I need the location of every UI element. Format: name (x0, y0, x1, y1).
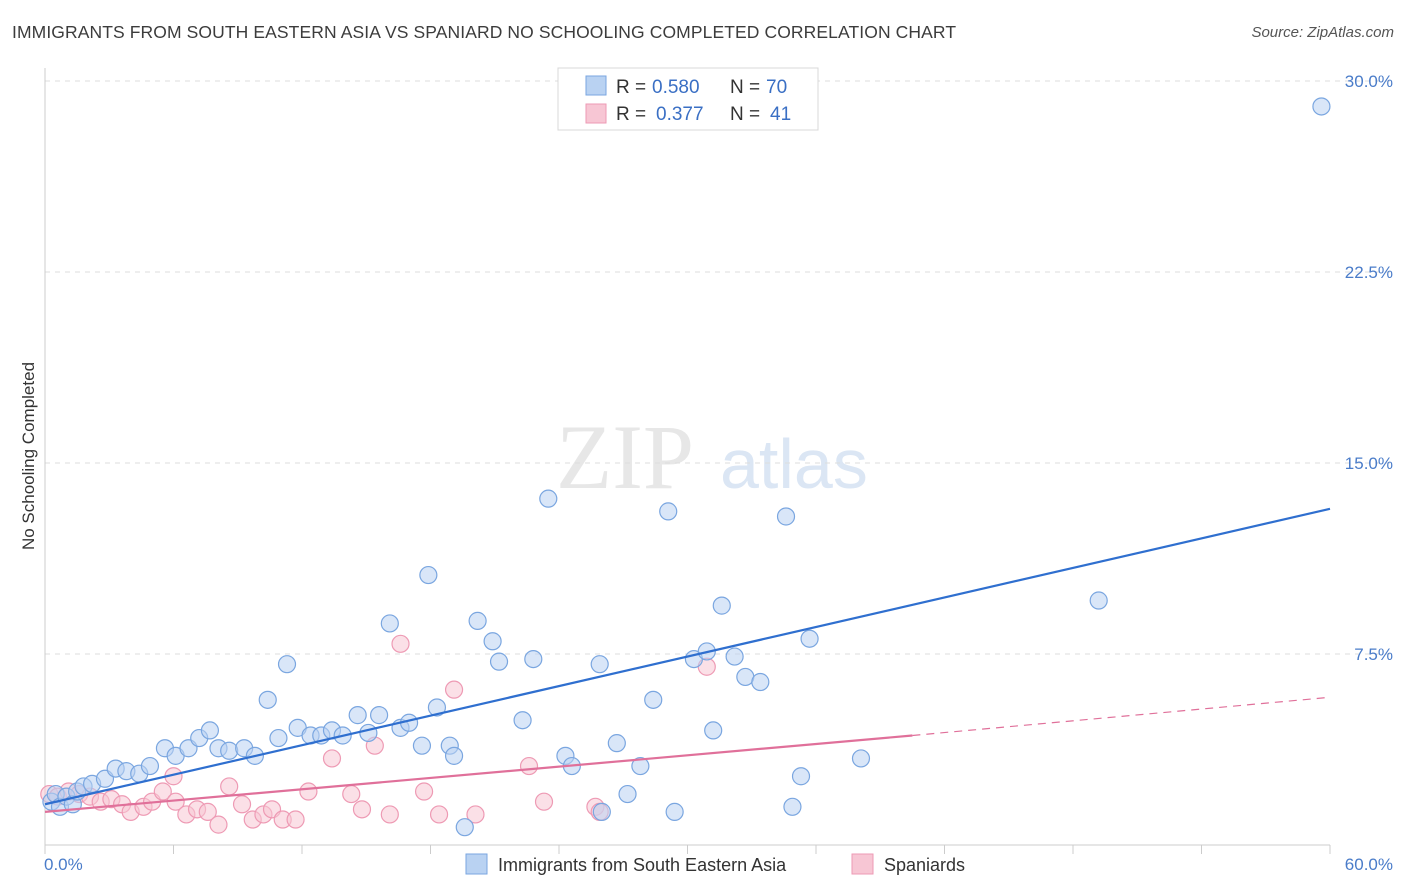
legend-swatch-pink (585, 103, 607, 124)
spaniards-point-26 (322, 749, 342, 768)
legend-n-label-2: N = (730, 104, 760, 125)
immigrants-point-70 (1089, 591, 1108, 610)
legend-n-value-1: 70 (766, 77, 787, 98)
immigrants-point-50 (590, 655, 609, 674)
spaniards-point-30 (380, 805, 399, 824)
immigrants-point-71 (1312, 97, 1331, 116)
immigrants-point-30 (348, 706, 367, 725)
immigrants-point-46 (524, 649, 543, 669)
immigrants-point-62 (725, 647, 744, 666)
immigrants-point-64 (751, 672, 770, 692)
bottom-legend-swatch-pink (851, 853, 874, 875)
y-tick-label-1: 15.0% (1345, 454, 1393, 473)
immigrants-point-36 (412, 736, 432, 755)
immigrants-point-65 (776, 507, 796, 526)
spaniards-point-19 (232, 795, 252, 814)
spaniards-trend-line (44, 734, 913, 813)
immigrants-point-56 (659, 502, 678, 521)
immigrants-point-43 (483, 632, 502, 651)
immigrants-points (42, 97, 1331, 837)
y-tick-labels: 7.5% 15.0% 22.5% 30.0% (1345, 72, 1393, 664)
spaniards-point-24 (286, 810, 305, 829)
immigrants-point-24 (277, 655, 297, 674)
immigrants-point-55 (644, 690, 663, 709)
immigrants-point-51 (592, 802, 611, 821)
chart-title: IMMIGRANTS FROM SOUTH EASTERN ASIA VS SP… (12, 22, 957, 42)
axes (44, 68, 1331, 854)
immigrants-point-67 (791, 767, 811, 786)
spaniards-point-17 (209, 815, 228, 834)
watermark-zip: ZIP (556, 406, 694, 508)
immigrants-point-52 (607, 734, 626, 753)
immigrants-point-41 (455, 818, 474, 837)
immigrants-point-42 (468, 611, 487, 630)
bottom-legend: Immigrants from South Eastern Asia Spani… (465, 853, 965, 875)
immigrants-point-54 (631, 756, 650, 776)
spaniards-point-25 (299, 782, 318, 801)
y-tick-label-3: 30.0% (1345, 72, 1393, 91)
legend: R = 0.580 N = 70 R = 0.377 N = 41 (557, 67, 819, 131)
immigrants-point-68 (800, 629, 819, 648)
immigrants-point-37 (419, 565, 438, 585)
spaniards-point-34 (444, 680, 464, 699)
immigrants-point-45 (513, 711, 532, 730)
bottom-legend-swatch-blue (465, 853, 488, 875)
legend-r-label-1: R = (616, 77, 646, 98)
immigrants-point-32 (370, 706, 389, 725)
immigrants-point-19 (220, 741, 239, 760)
spaniards-point-28 (352, 800, 372, 819)
y-axis-label: No Schooling Completed (19, 362, 38, 550)
bottom-legend-label-immigrants: Immigrants from South Eastern Asia (498, 855, 787, 875)
x-tick-label-0: 0.0% (44, 855, 83, 874)
immigrants-point-57 (665, 802, 684, 821)
immigrants-trend-line (44, 507, 1331, 806)
x-tick-label-1: 60.0% (1345, 855, 1393, 874)
immigrants-point-53 (618, 784, 637, 804)
immigrants-point-17 (200, 721, 220, 740)
spaniards-point-33 (429, 805, 449, 824)
y-tick-label-2: 22.5% (1345, 263, 1393, 282)
immigrants-point-60 (704, 721, 723, 740)
legend-swatch-blue (585, 75, 607, 96)
immigrants-point-22 (258, 690, 277, 709)
source-credit: Source: ZipAtlas.com (1251, 24, 1394, 41)
legend-r-label-2: R = (616, 104, 646, 125)
grid (45, 80, 1390, 655)
legend-r-value-1: 0.580 (652, 77, 700, 98)
x-tick-labels: 0.0% 60.0% (44, 855, 1393, 874)
spaniards-point-11 (153, 782, 172, 801)
spaniards-point-36 (519, 756, 539, 776)
immigrants-point-47 (539, 489, 558, 508)
immigrants-point-33 (380, 614, 399, 633)
watermark-atlas: atlas (720, 425, 868, 503)
spaniards-point-32 (414, 782, 434, 801)
immigrants-point-38 (427, 698, 447, 717)
spaniards-point-27 (342, 784, 361, 804)
legend-n-value-2: 41 (770, 104, 791, 125)
spaniards-point-16 (198, 802, 217, 821)
immigrants-point-31 (359, 723, 378, 743)
trend-lines (44, 507, 1331, 813)
watermark: ZIP atlas (556, 406, 868, 508)
immigrants-point-40 (444, 746, 464, 765)
spaniards-point-35 (466, 805, 485, 824)
spaniards-point-18 (220, 777, 239, 796)
legend-r-value-2: 0.377 (656, 104, 704, 125)
immigrants-point-44 (489, 652, 509, 671)
spaniards-point-31 (391, 634, 410, 653)
bottom-legend-label-spaniards: Spaniards (884, 855, 965, 875)
immigrants-point-66 (783, 797, 802, 816)
legend-n-label-1: N = (730, 77, 760, 98)
y-tick-label-0: 7.5% (1354, 645, 1393, 664)
immigrants-point-23 (269, 728, 288, 748)
spaniards-trend-extension (912, 696, 1331, 737)
spaniards-point-37 (534, 792, 554, 811)
immigrants-point-69 (851, 749, 871, 768)
immigrants-point-12 (140, 756, 160, 776)
immigrants-point-61 (712, 596, 731, 615)
